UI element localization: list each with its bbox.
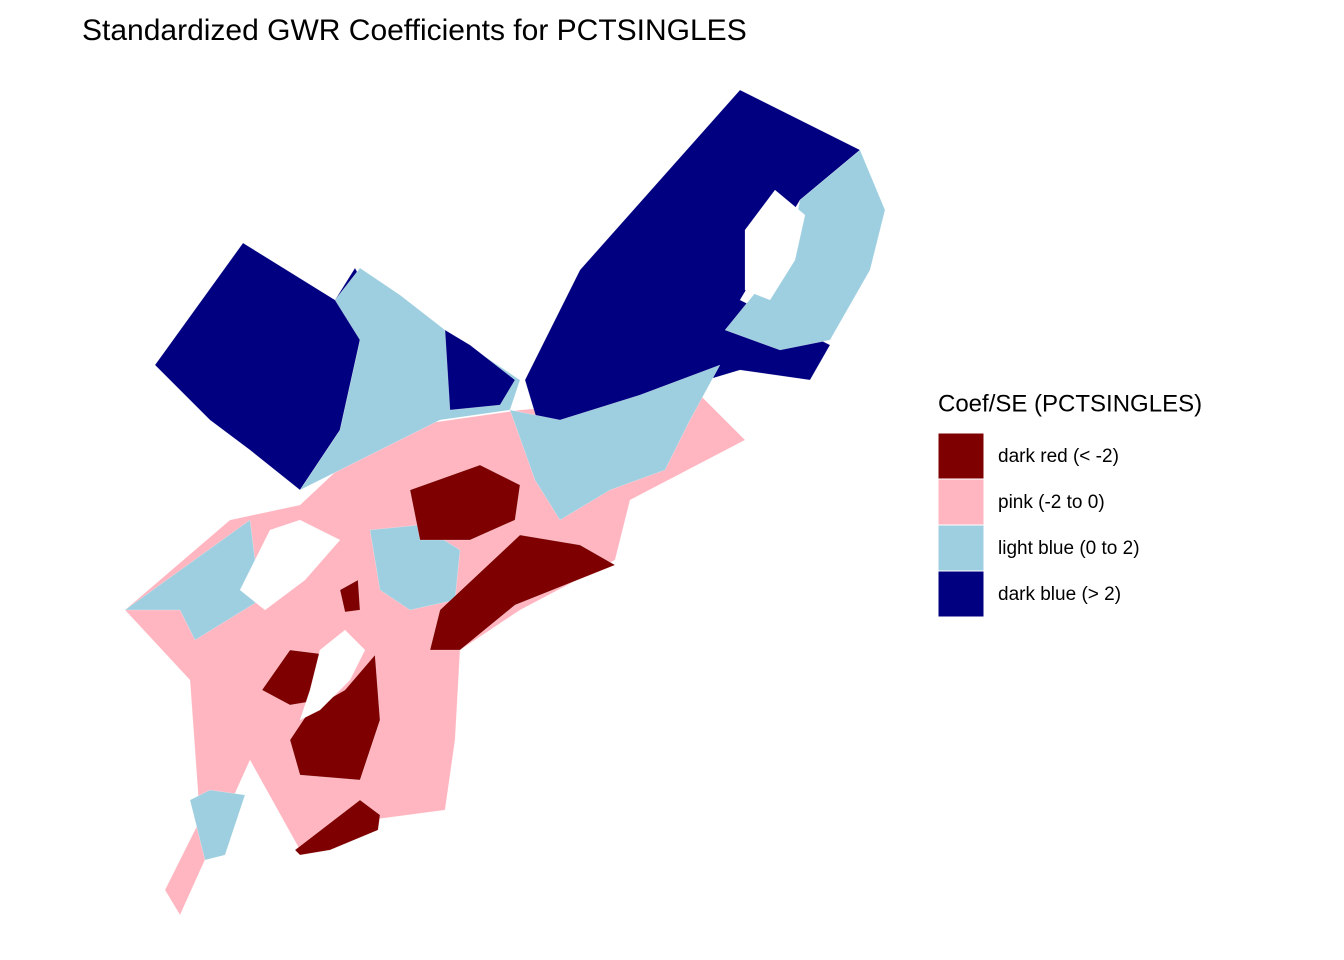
legend-swatch xyxy=(937,432,985,480)
region xyxy=(444,329,516,411)
river xyxy=(744,189,806,301)
map xyxy=(124,89,886,916)
region xyxy=(509,364,721,521)
legend-swatch xyxy=(937,478,985,526)
legend-label: pink (-2 to 0) xyxy=(998,492,1105,513)
region xyxy=(339,579,361,613)
region xyxy=(189,789,246,861)
region xyxy=(124,519,261,641)
region xyxy=(299,267,521,491)
legend: dark red (< -2) pink (-2 to 0) light blue … xyxy=(937,432,1140,618)
river xyxy=(239,519,341,611)
legend-swatch xyxy=(937,570,985,618)
legend-label: dark red (< -2) xyxy=(998,446,1119,467)
region xyxy=(294,799,381,856)
legend-swatch xyxy=(937,524,985,572)
map-title: Standardized GWR Coefficients for PCTSIN… xyxy=(82,14,747,47)
legend-label: dark blue (> 2) xyxy=(998,584,1121,605)
river xyxy=(299,629,366,721)
legend-title: Coef/SE (PCTSINGLES) xyxy=(938,390,1202,417)
region xyxy=(429,534,616,651)
region xyxy=(409,464,521,541)
legend-label: light blue (0 to 2) xyxy=(998,538,1140,559)
